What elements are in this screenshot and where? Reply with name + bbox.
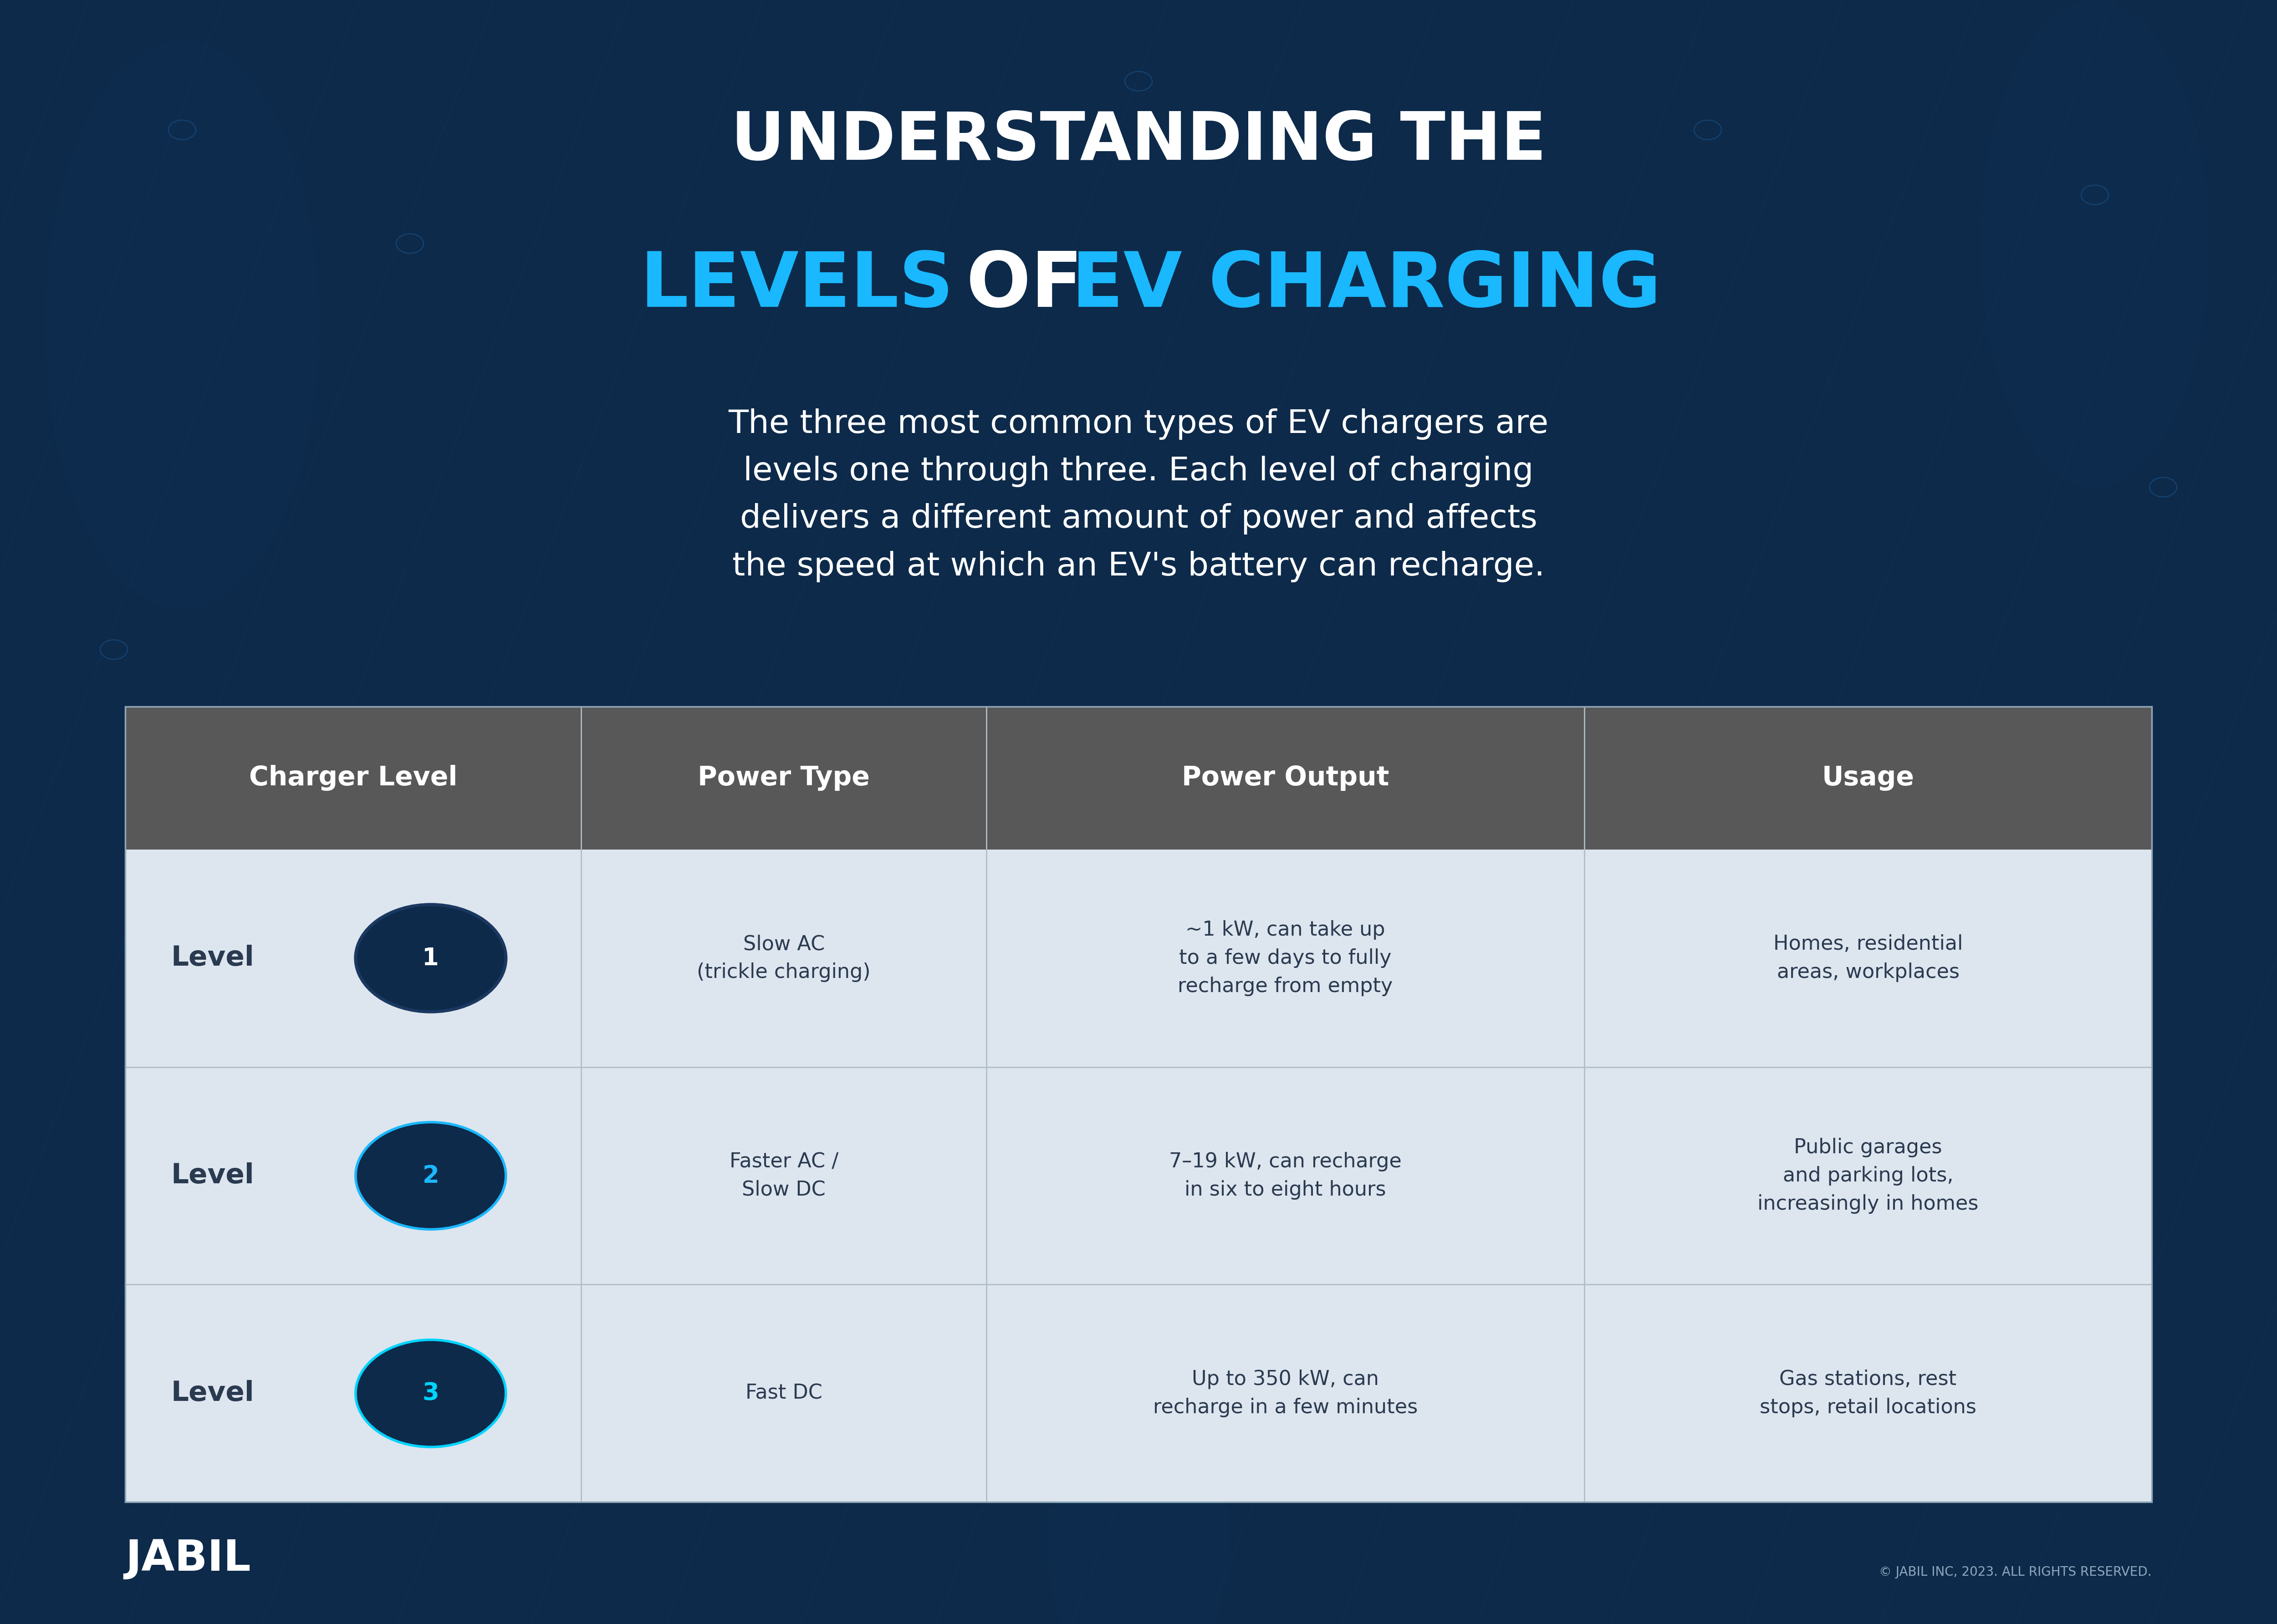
Circle shape bbox=[355, 905, 505, 1012]
Text: JABIL: JABIL bbox=[125, 1538, 250, 1580]
Text: Charger Level: Charger Level bbox=[248, 765, 458, 791]
Text: Public garages
and parking lots,
increasingly in homes: Public garages and parking lots, increas… bbox=[1758, 1138, 1979, 1213]
Text: © JABIL INC, 2023. ALL RIGHTS RESERVED.: © JABIL INC, 2023. ALL RIGHTS RESERVED. bbox=[1879, 1566, 2152, 1579]
Text: The three most common types of EV chargers are
levels one through three. Each le: The three most common types of EV charge… bbox=[729, 409, 1548, 581]
Text: Fast DC: Fast DC bbox=[745, 1384, 822, 1403]
Ellipse shape bbox=[46, 41, 319, 609]
Text: Gas stations, rest
stops, retail locations: Gas stations, rest stops, retail locatio… bbox=[1760, 1369, 1976, 1418]
Text: UNDERSTANDING THE: UNDERSTANDING THE bbox=[731, 109, 1546, 174]
Text: Up to 350 kW, can
recharge in a few minutes: Up to 350 kW, can recharge in a few minu… bbox=[1152, 1369, 1419, 1418]
Text: ~1 kW, can take up
to a few days to fully
recharge from empty: ~1 kW, can take up to a few days to full… bbox=[1177, 921, 1394, 996]
Text: 1: 1 bbox=[421, 947, 439, 970]
Text: Level: Level bbox=[171, 1163, 255, 1189]
Ellipse shape bbox=[1981, 0, 2209, 487]
Text: Homes, residential
areas, workplaces: Homes, residential areas, workplaces bbox=[1774, 934, 1963, 983]
Circle shape bbox=[355, 1122, 505, 1229]
Text: 2: 2 bbox=[421, 1164, 439, 1187]
Text: Level: Level bbox=[171, 945, 255, 971]
Bar bbox=[125, 706, 2152, 1502]
Text: Power Output: Power Output bbox=[1182, 765, 1389, 791]
Text: Level: Level bbox=[171, 1380, 255, 1406]
Text: Power Type: Power Type bbox=[697, 765, 870, 791]
Bar bbox=[125, 706, 2152, 849]
Text: 7–19 kW, can recharge
in six to eight hours: 7–19 kW, can recharge in six to eight ho… bbox=[1168, 1151, 1403, 1200]
Text: Faster AC /
Slow DC: Faster AC / Slow DC bbox=[729, 1151, 838, 1200]
Text: EV CHARGING: EV CHARGING bbox=[1072, 248, 1660, 323]
Text: 3: 3 bbox=[421, 1382, 439, 1405]
Text: Slow AC
(trickle charging): Slow AC (trickle charging) bbox=[697, 934, 870, 983]
Text: OF: OF bbox=[940, 248, 1109, 323]
Text: LEVELS: LEVELS bbox=[640, 248, 954, 323]
Text: Usage: Usage bbox=[1822, 765, 1915, 791]
Bar bbox=[125, 706, 2152, 1502]
Circle shape bbox=[355, 1340, 505, 1447]
